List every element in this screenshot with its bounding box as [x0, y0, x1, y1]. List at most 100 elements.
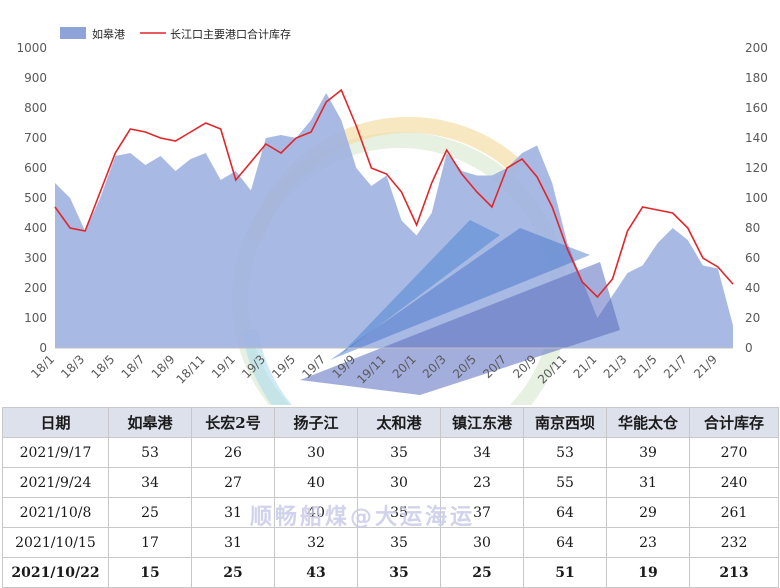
column-header: 长宏2号 — [191, 407, 275, 438]
left-axis-tick: 900 — [24, 71, 47, 85]
table-cell: 31 — [191, 527, 275, 558]
table-cell: 25 — [108, 497, 192, 528]
table-cell: 37 — [440, 497, 524, 528]
left-axis: 0 100 200 300 400 500 600 700 800 900 1000 — [16, 41, 47, 355]
right-axis: 0 20 40 60 80 100 120 140 160 180 200 — [745, 41, 768, 355]
table-cell: 2021/10/22 — [2, 557, 109, 588]
chart: 0 100 200 300 400 500 600 700 800 900 1000 0 20 40 60… — [16, 27, 768, 405]
table-cell: 23 — [606, 527, 690, 558]
table-cell: 64 — [523, 497, 607, 528]
table-cell: 35 — [357, 437, 441, 468]
table-cell: 39 — [606, 437, 690, 468]
left-axis-tick: 800 — [24, 101, 47, 115]
x-axis-tick: 21/1 — [571, 352, 600, 381]
right-axis-tick: 120 — [745, 161, 768, 175]
table-cell: 30 — [440, 527, 524, 558]
table-cell: 19 — [606, 557, 690, 588]
legend-label-line: 长江口主要港口合计库存 — [170, 27, 291, 41]
table-cell: 32 — [274, 527, 358, 558]
left-axis-tick: 200 — [24, 281, 47, 295]
table-cell: 51 — [523, 557, 607, 588]
table-cell: 270 — [689, 437, 779, 468]
table-cell: 17 — [108, 527, 192, 558]
table-body: 2021/9/17 53 26 30 35 34 53 39 270 2021/9/24 34 27 4… — [2, 437, 779, 588]
x-axis-tick: 21/7 — [661, 352, 690, 381]
table-cell: 35 — [357, 557, 441, 588]
table-cell: 2021/9/17 — [2, 437, 109, 468]
table-cell: 27 — [191, 467, 275, 498]
table-cell: 25 — [191, 557, 275, 588]
right-axis-tick: 0 — [745, 341, 753, 355]
table-cell: 2021/9/24 — [2, 467, 109, 498]
column-header: 太和港 — [357, 407, 441, 438]
table-cell: 31 — [606, 467, 690, 498]
table-cell: 15 — [108, 557, 192, 588]
column-header: 扬子江 — [274, 407, 358, 438]
column-header: 日期 — [2, 407, 109, 438]
table-row: 2021/10/22 15 25 43 35 25 51 19 213 — [2, 557, 779, 588]
column-header: 如皋港 — [108, 407, 192, 438]
column-header: 华能太仓 — [606, 407, 690, 438]
table-cell: 30 — [357, 467, 441, 498]
table-cell: 53 — [108, 437, 192, 468]
table-cell: 2021/10/15 — [2, 527, 109, 558]
left-axis-tick: 300 — [24, 251, 47, 265]
table-cell: 40 — [274, 467, 358, 498]
table-cell: 30 — [274, 437, 358, 468]
left-axis-tick: 1000 — [16, 41, 47, 55]
table-cell: 26 — [191, 437, 275, 468]
column-header: 南京西坝 — [523, 407, 607, 438]
table-cell: 2021/10/8 — [2, 497, 109, 528]
table-cell: 232 — [689, 527, 779, 558]
table-cell: 240 — [689, 467, 779, 498]
x-axis-tick: 18/3 — [58, 352, 87, 381]
table-cell: 35 — [357, 497, 441, 528]
table-row: 2021/10/15 17 31 32 35 30 64 23 232 — [2, 527, 779, 558]
table-cell: 43 — [274, 557, 358, 588]
left-axis-tick: 700 — [24, 131, 47, 145]
table-row: 2021/9/24 34 27 40 30 23 55 31 240 — [2, 467, 779, 498]
right-axis-tick: 40 — [745, 281, 760, 295]
legend-label-area: 如皋港 — [92, 27, 125, 41]
x-axis-tick: 19/1 — [209, 352, 238, 381]
right-axis-tick: 200 — [745, 41, 768, 55]
right-axis-tick: 180 — [745, 71, 768, 85]
x-axis-tick: 18/7 — [119, 352, 148, 381]
x-axis-tick: 18/11 — [173, 352, 207, 386]
inventory-table: 日期 如皋港 长宏2号 扬子江 太和港 镇江东港 南京西坝 华能太仓 合计库存 2021/9/1… — [2, 407, 779, 588]
table-row: 2021/9/17 53 26 30 35 34 53 39 270 — [2, 437, 779, 468]
table-cell: 213 — [689, 557, 779, 588]
x-axis-tick: 18/5 — [88, 352, 117, 381]
table-cell: 40 — [274, 497, 358, 528]
right-axis-tick: 60 — [745, 251, 760, 265]
table-row: 2021/10/8 25 31 40 35 37 64 29 261 — [2, 497, 779, 528]
table-cell: 31 — [191, 497, 275, 528]
legend: 如皋港 长江口主要港口合计库存 — [60, 27, 291, 41]
table-cell: 64 — [523, 527, 607, 558]
table-header-row: 日期 如皋港 长宏2号 扬子江 太和港 镇江东港 南京西坝 华能太仓 合计库存 — [2, 407, 779, 438]
left-axis-tick: 600 — [24, 161, 47, 175]
left-axis-tick: 0 — [39, 341, 47, 355]
right-axis-tick: 160 — [745, 101, 768, 115]
table-cell: 34 — [108, 467, 192, 498]
table-cell: 23 — [440, 467, 524, 498]
table-cell: 34 — [440, 437, 524, 468]
table-cell: 25 — [440, 557, 524, 588]
x-axis-tick: 21/3 — [601, 352, 630, 381]
table-cell: 55 — [523, 467, 607, 498]
table-cell: 261 — [689, 497, 779, 528]
x-axis-tick: 19/5 — [269, 352, 298, 381]
column-header: 镇江东港 — [440, 407, 524, 438]
inventory-table-wrap: 日期 如皋港 长宏2号 扬子江 太和港 镇江东港 南京西坝 华能太仓 合计库存 2021/9/1… — [2, 407, 779, 588]
left-axis-tick: 500 — [24, 191, 47, 205]
left-axis-tick: 100 — [24, 311, 47, 325]
x-axis-tick: 18/1 — [28, 352, 57, 381]
right-axis-tick: 100 — [745, 191, 768, 205]
right-axis-tick: 80 — [745, 221, 760, 235]
line-series-total — [54, 88, 734, 299]
legend-swatch-area — [60, 27, 86, 39]
line-layer — [54, 88, 734, 299]
right-axis-tick: 20 — [745, 311, 760, 325]
left-axis-tick: 400 — [24, 221, 47, 235]
table-cell: 53 — [523, 437, 607, 468]
